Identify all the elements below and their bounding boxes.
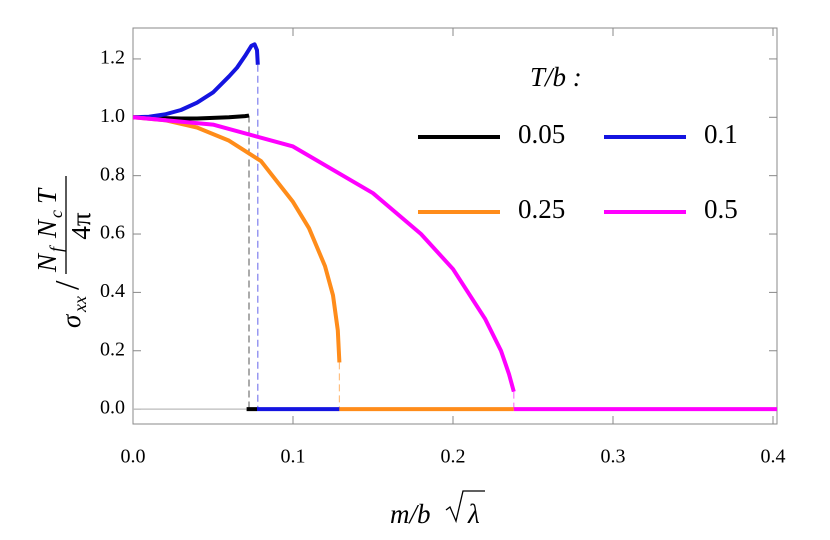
x-tick-label: 0.2: [441, 446, 466, 468]
y-tick-label: 1.2: [100, 47, 125, 69]
x-tick-label: 0.1: [281, 446, 306, 468]
y-tick-label: 0.0: [100, 397, 125, 419]
legend-label: 0.1: [704, 119, 738, 149]
legend-label: 0.05: [518, 119, 565, 149]
series-line: [132, 113, 257, 412]
y-label-sub: xx: [70, 296, 90, 313]
y-label-num: N: [32, 218, 62, 239]
frame: [132, 27, 778, 425]
series-line: [132, 115, 777, 412]
x-tick-label: 0.4: [761, 446, 786, 468]
x-axis-label: m/b λ: [390, 490, 485, 529]
y-tick-label: 0.8: [100, 163, 125, 185]
y-tick-label: 0.6: [100, 222, 125, 244]
y-label-num: N: [32, 252, 62, 273]
y-tick-label: 1.0: [100, 105, 125, 127]
x-tick-label: 0.0: [121, 446, 146, 468]
legend-label: 0.5: [704, 194, 738, 224]
series-line: [132, 42, 340, 412]
x-label-radicand: λ: [467, 499, 480, 529]
y-label-num: T: [32, 187, 62, 204]
x-tick-label: 0.3: [601, 446, 626, 468]
y-label-den: 4π: [66, 212, 96, 240]
y-tick-label: 0.2: [100, 338, 125, 360]
y-label-slash: /: [49, 280, 86, 290]
legend-label: 0.25: [518, 194, 565, 224]
y-label-num-sub: c: [46, 210, 66, 218]
y-label-num-sub: f: [46, 244, 66, 252]
radical-sign: [445, 490, 485, 524]
y-tick-label: 0.4: [100, 280, 125, 302]
y-label-symbol: σ: [56, 313, 86, 328]
legend-title: T/b :: [530, 62, 582, 92]
series-line: [132, 115, 514, 412]
x-label-text: m/b: [390, 499, 431, 529]
